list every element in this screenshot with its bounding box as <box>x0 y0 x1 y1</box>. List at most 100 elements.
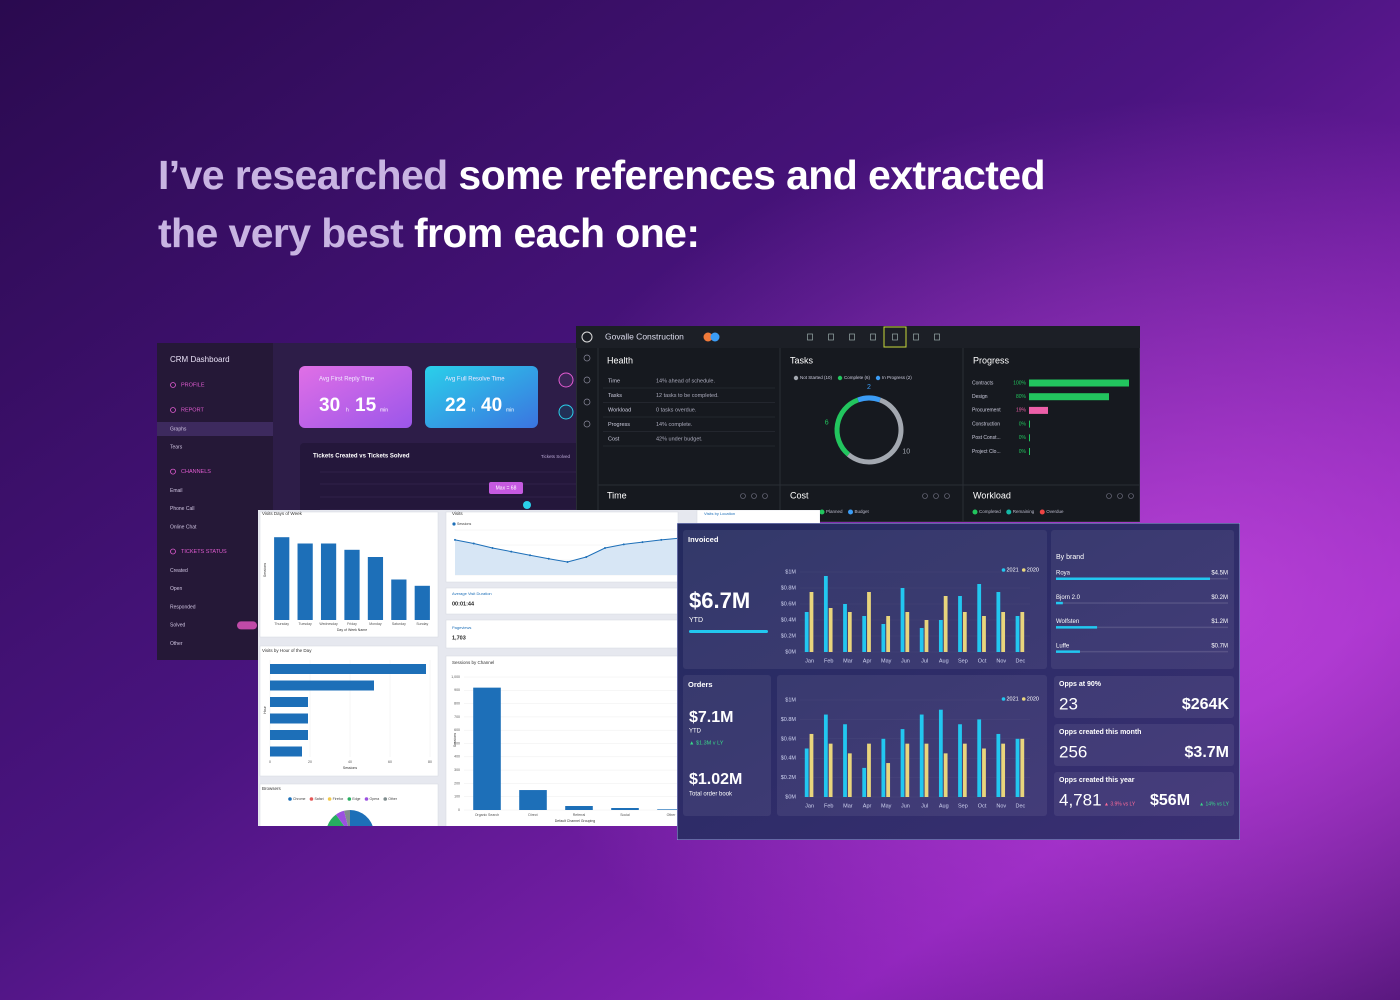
toolbar-icon <box>870 333 876 341</box>
bar <box>943 596 948 652</box>
nav-item: Solved <box>170 623 186 629</box>
bar <box>1015 738 1020 797</box>
legend-label: Edge <box>352 797 360 801</box>
kpi-unit: h <box>472 407 475 413</box>
nav-item: Online Chat <box>170 525 197 531</box>
y-tick-label: 900 <box>454 688 460 692</box>
section-title: Progress <box>973 355 1010 365</box>
x-tick-label: Feb <box>824 658 833 664</box>
x-tick-label: May <box>881 803 892 809</box>
legend-label: Sessions <box>457 522 471 526</box>
kpi-minutes: 40 <box>481 395 502 416</box>
bar <box>1020 738 1025 797</box>
card-title: Opps created this year <box>1059 777 1135 784</box>
donut-segment <box>834 397 860 457</box>
tooltip <box>489 482 523 494</box>
card-title: Visits by Location <box>704 511 735 516</box>
side-icon <box>583 420 591 428</box>
bar <box>977 584 982 652</box>
legend-label: 2021 <box>1007 567 1019 573</box>
nav-item: Created <box>170 568 188 574</box>
y-tick-label: $0M <box>785 794 796 800</box>
bar <box>843 604 847 652</box>
legend-label: Safari <box>314 797 323 801</box>
x-tick-label: Tuesday <box>298 622 312 626</box>
x-tick-label: Dec <box>1016 658 1026 664</box>
panel-title: CRM Dashboard <box>170 355 230 364</box>
bar <box>823 576 828 652</box>
row-text: 14% complete. <box>656 422 693 428</box>
brand-bar <box>1056 650 1080 653</box>
bar <box>847 612 852 652</box>
legend-label: Planned <box>826 509 843 514</box>
x-tick-label: Thursday <box>274 622 289 626</box>
bar <box>867 592 871 652</box>
y-tick-label: 100 <box>454 795 460 799</box>
nav-item: Other <box>170 641 183 647</box>
x-tick-label: Saturday <box>392 622 406 626</box>
legend-dot <box>875 375 881 381</box>
panel-icon <box>1128 493 1134 499</box>
card <box>683 530 1047 669</box>
kpi-unit: h <box>346 407 349 413</box>
y-tick-label: 1,000 <box>451 675 460 679</box>
y-tick-label: $0.6M <box>781 736 797 742</box>
x-tick-label: 0 <box>269 760 271 764</box>
kpi-count: 4,781 <box>1059 790 1102 809</box>
bar <box>1015 616 1020 652</box>
progress-label: Post Const... <box>972 435 1001 441</box>
axis-label: Sessions <box>263 563 267 577</box>
legend-dot <box>1001 697 1006 701</box>
govalle-panel: Govalle Construction Health Time 14% ahead … <box>576 326 1140 522</box>
y-tick-label: 500 <box>454 741 460 745</box>
point <box>622 543 625 546</box>
legend-dot <box>837 375 843 381</box>
point <box>454 538 456 541</box>
section-title: Workload <box>973 490 1011 500</box>
kpi-card <box>299 366 412 428</box>
progress-value: 0% <box>1019 449 1027 455</box>
nav-item: Graphs <box>170 426 187 432</box>
section-title: Time <box>607 490 627 500</box>
bar <box>270 680 374 691</box>
bar <box>862 616 867 652</box>
axis-label: Default Channel Grouping <box>555 819 596 823</box>
x-tick-label: May <box>881 658 892 664</box>
row-label: Tasks <box>608 393 622 399</box>
legend-dot <box>1001 568 1006 572</box>
card-title: Sessions by Channel <box>452 660 494 665</box>
progress-bar <box>1029 379 1129 387</box>
pie-slice <box>327 814 345 826</box>
heading-line: I’ve researched some references and extr… <box>158 152 1045 198</box>
brand-value: $4.5M <box>1211 571 1228 577</box>
bar <box>886 763 891 797</box>
panel-icon <box>1106 493 1112 499</box>
point <box>585 556 588 558</box>
legend-label: Completed <box>979 509 1001 514</box>
kpi-title: Avg First Reply Time <box>319 377 375 383</box>
legend-dot <box>383 797 388 801</box>
legend-dot <box>1021 568 1026 572</box>
y-tick-label: 800 <box>454 702 460 706</box>
top-bar <box>576 326 1140 348</box>
progress-label: Design <box>972 394 988 400</box>
legend-label: In Progress (2) <box>882 375 912 380</box>
x-tick-label: Jun <box>901 803 910 809</box>
point <box>529 554 531 557</box>
panel-background <box>576 326 1140 522</box>
point <box>566 560 569 563</box>
sales-panel: Invoiced $6.7M YTD $0M $0.2M $0.4M $0.6M $0.8M $… <box>677 523 1240 840</box>
x-tick-label: Wednesday <box>319 622 338 626</box>
kpi-minutes: 15 <box>355 395 377 416</box>
card <box>1051 530 1234 669</box>
app-title: Govalle Construction <box>605 331 684 341</box>
metric-value: 1,703 <box>452 635 466 641</box>
bar <box>919 628 924 652</box>
avatar <box>710 332 720 342</box>
kpi-value: $1.02M <box>689 771 742 788</box>
heading-bold: from each one: <box>414 210 700 256</box>
x-tick-label: Organic Search <box>475 813 499 817</box>
icon <box>558 404 574 420</box>
progress-value: 80% <box>1016 394 1027 400</box>
bar <box>270 730 308 740</box>
